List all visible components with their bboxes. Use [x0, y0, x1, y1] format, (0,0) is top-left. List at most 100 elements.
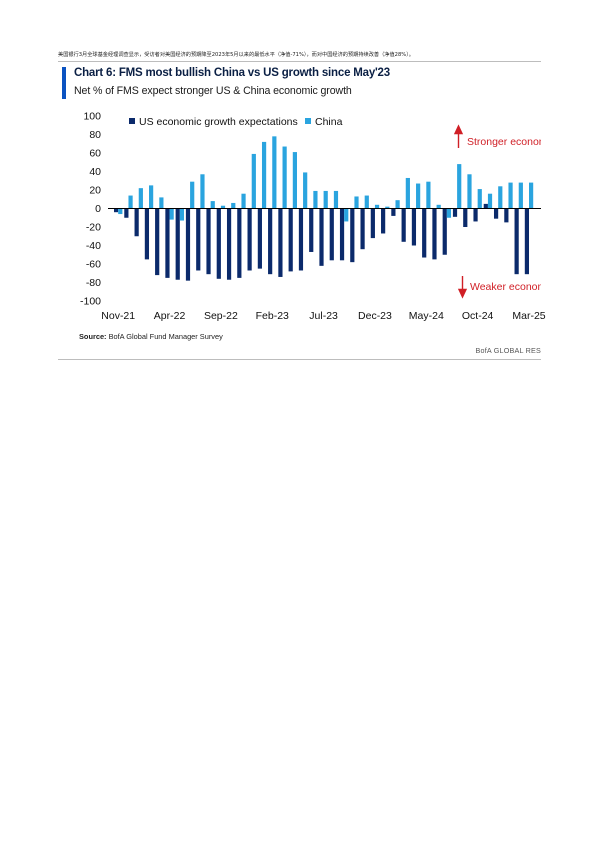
china-bar — [210, 201, 215, 209]
china-bar — [241, 193, 246, 209]
y-axis-tick-labels: 100 80 60 40 20 0 -20 -40 -60 -80 -100 — [80, 111, 101, 308]
china-bar — [303, 172, 308, 209]
x-axis-tick-labels: Nov-21 Apr-22 Sep-22 Feb-23 Jul-23 Dec-23 May-… — [101, 310, 546, 322]
bar-series-group — [114, 136, 534, 281]
us-bar — [411, 208, 417, 246]
us-bar — [226, 208, 232, 280]
us-bar — [493, 208, 499, 219]
us-bar — [196, 208, 201, 271]
china-bar — [149, 185, 154, 209]
us-bar — [483, 203, 488, 209]
us-bar — [504, 208, 509, 223]
us-bar — [288, 208, 293, 272]
y-tick-label: 60 — [89, 148, 101, 160]
us-bar — [350, 208, 355, 263]
china-bar — [282, 146, 287, 209]
us-bar — [463, 208, 468, 227]
y-tick-label: 20 — [89, 185, 101, 197]
us-bar — [432, 208, 437, 260]
y-tick-label: 100 — [83, 111, 101, 123]
china-bar — [395, 200, 400, 209]
y-tick-label: 0 — [95, 203, 101, 215]
chart-subtitle: Net % of FMS expect stronger US & China … — [74, 85, 352, 97]
us-bar — [370, 208, 375, 239]
bottom-divider — [58, 359, 541, 360]
china-bar — [467, 174, 472, 209]
y-tick-label: -20 — [86, 222, 101, 234]
source-label: Source: — [79, 332, 107, 341]
china-bar — [364, 195, 369, 209]
us-bar — [422, 208, 427, 258]
x-tick-label: Oct-24 — [462, 310, 494, 322]
x-tick-label: Dec-23 — [358, 310, 392, 322]
y-tick-label: -60 — [86, 259, 101, 271]
china-bar — [405, 177, 410, 209]
x-tick-label: Nov-21 — [101, 310, 135, 322]
y-tick-label: 80 — [89, 129, 101, 141]
china-bar — [118, 208, 123, 215]
us-bar — [329, 208, 334, 261]
legend-swatch-china — [305, 118, 311, 124]
us-bar — [514, 208, 519, 275]
weaker-economy-label: Weaker econom — [470, 281, 547, 293]
china-bar — [231, 202, 236, 209]
china-bar — [200, 174, 205, 209]
us-bar — [175, 208, 180, 280]
china-bar — [169, 208, 174, 220]
china-bar — [487, 193, 493, 209]
china-bar — [498, 186, 503, 209]
china-bar — [477, 189, 482, 209]
us-bar — [442, 208, 447, 255]
legend-label-china: China — [315, 116, 343, 128]
china-bar — [220, 205, 226, 209]
china-bar — [128, 195, 133, 209]
y-tick-label: 40 — [89, 166, 101, 178]
top-divider — [58, 61, 541, 62]
us-bar — [381, 208, 386, 234]
brand-label: BofA GLOBAL RES — [475, 346, 541, 355]
us-bar — [185, 208, 191, 281]
china-bar — [138, 188, 143, 209]
china-bar — [190, 181, 195, 209]
us-bar — [278, 208, 283, 277]
x-tick-label: Mar-25 — [512, 310, 545, 322]
y-tick-label: -100 — [80, 296, 101, 308]
x-tick-label: Apr-22 — [154, 310, 186, 322]
us-bar — [237, 208, 242, 278]
us-bar — [401, 208, 406, 242]
us-bar — [473, 208, 478, 222]
china-bar — [457, 164, 462, 209]
china-bar — [508, 182, 513, 209]
us-bar — [298, 208, 304, 271]
us-bar — [144, 208, 150, 260]
stronger-economy-annotation: Stronger econom — [453, 124, 548, 148]
us-bar — [114, 208, 119, 213]
us-bar — [524, 208, 529, 275]
china-bar — [251, 153, 256, 209]
us-bar — [216, 208, 221, 279]
stronger-economy-label: Stronger econom — [467, 136, 548, 148]
china-bar — [333, 190, 339, 209]
china-bar — [426, 181, 431, 209]
us-bar — [268, 208, 273, 275]
arrow-up-icon — [453, 124, 464, 148]
weaker-economy-annotation: Weaker econom — [457, 276, 547, 299]
us-bar — [339, 208, 345, 261]
china-bar — [436, 204, 441, 209]
us-bar — [360, 208, 365, 250]
china-bar — [446, 208, 452, 218]
intro-text: 美国银行3月全球基金经理调查显示，受访者对美国经济的预期降至2023年5月以来的… — [58, 52, 414, 58]
china-bar — [179, 208, 185, 221]
us-bar — [124, 208, 129, 218]
china-bar — [354, 196, 359, 209]
legend-swatch-us — [129, 118, 135, 124]
source-text: BofA Global Fund Manager Survey — [108, 332, 223, 341]
x-tick-label: Jul-23 — [309, 310, 338, 322]
china-bar — [323, 190, 328, 209]
china-bar — [518, 182, 523, 209]
chart-legend: US economic growth expectations China — [129, 116, 343, 128]
us-bar — [155, 208, 160, 276]
china-bar — [159, 197, 164, 209]
china-bar — [374, 204, 380, 209]
